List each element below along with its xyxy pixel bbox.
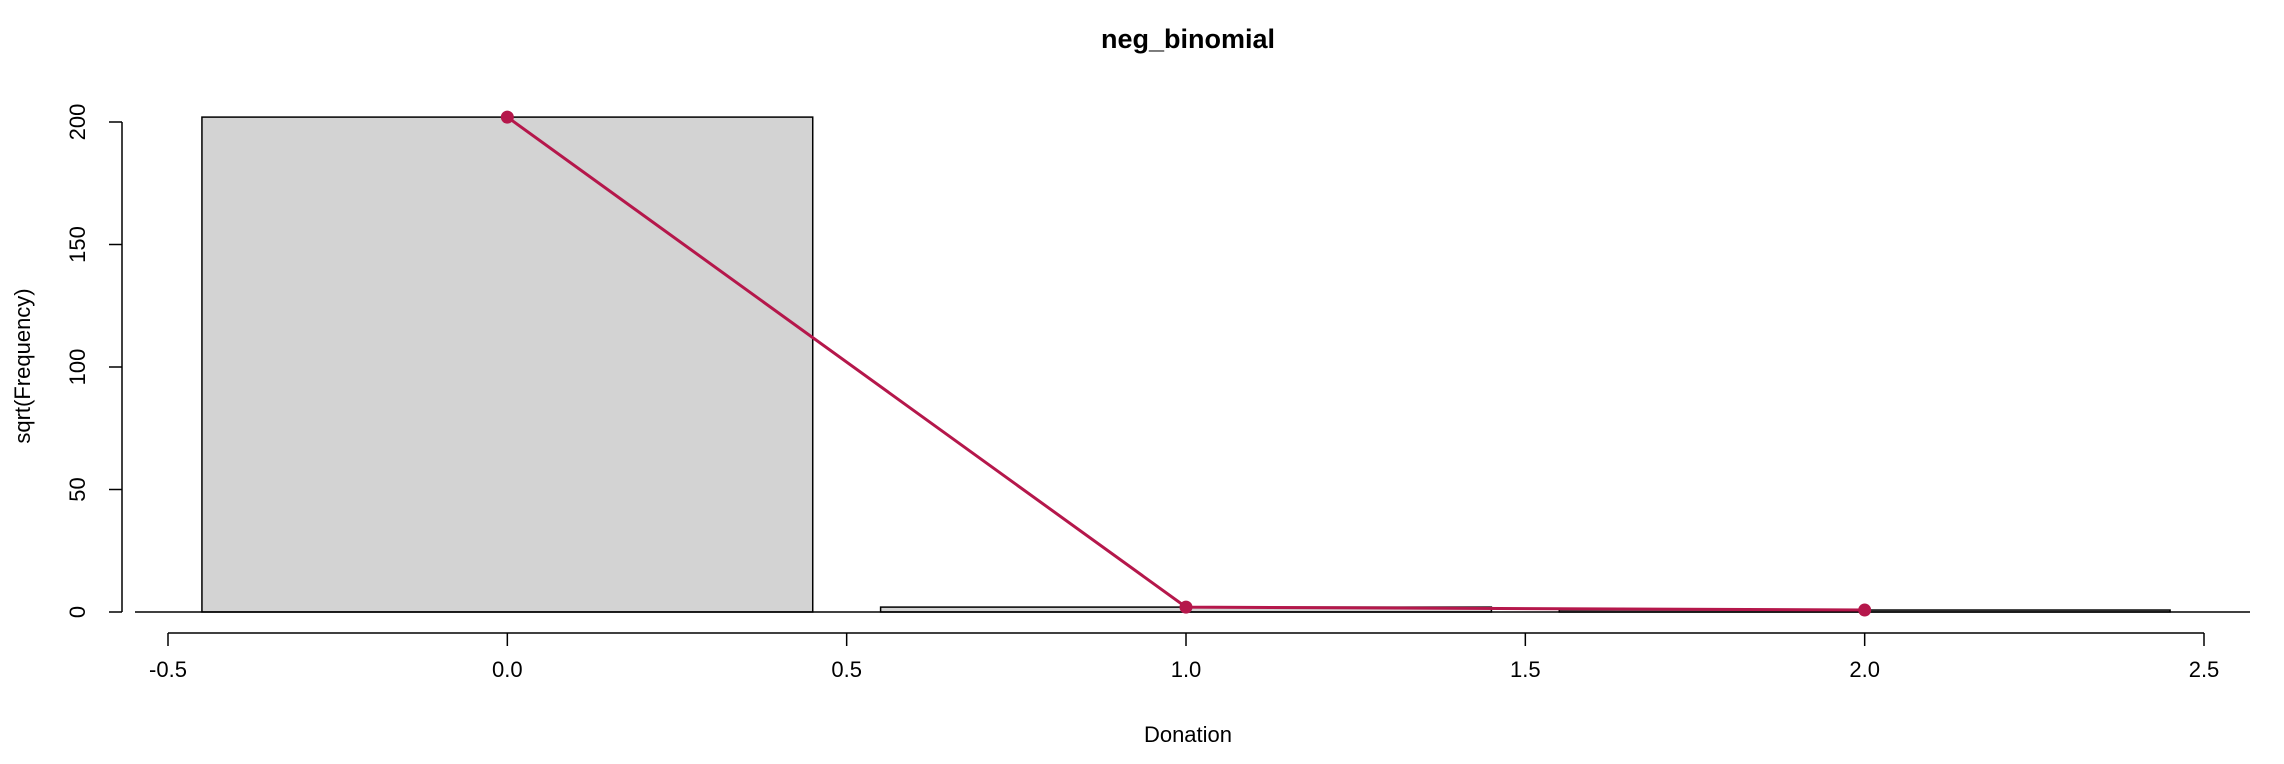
chart-title: neg_binomial xyxy=(1101,24,1275,54)
fitted-point-0 xyxy=(500,110,514,124)
x-tick-label-3: 1.0 xyxy=(1171,657,1202,682)
bar-0 xyxy=(201,116,814,613)
x-tick-label-5: 2.0 xyxy=(1849,657,1880,682)
x-axis-label: Donation xyxy=(1144,722,1232,747)
x-axis: -0.5 0.0 0.5 1.0 1.5 2.0 2.5 xyxy=(149,632,2220,682)
y-tick-label-0: 0 xyxy=(65,606,90,618)
x-tick-label-6: 2.5 xyxy=(2189,657,2220,682)
x-tick-label-2: 0.5 xyxy=(831,657,862,682)
fitted-point-1 xyxy=(1179,600,1193,614)
x-tick-label-1: 0.0 xyxy=(492,657,523,682)
x-tick-label-0: -0.5 xyxy=(149,657,187,682)
fitted-point-2 xyxy=(1858,603,1872,617)
y-tick-label-3: 150 xyxy=(65,226,90,263)
y-tick-label-2: 100 xyxy=(65,349,90,386)
y-axis: 0 50 100 150 200 xyxy=(65,104,123,618)
y-tick-label-4: 200 xyxy=(65,104,90,141)
y-axis-label: sqrt(Frequency) xyxy=(10,288,35,443)
x-tick-label-4: 1.5 xyxy=(1510,657,1541,682)
y-tick-label-1: 50 xyxy=(65,477,90,501)
bars-layer xyxy=(201,116,2171,613)
fitted-line-layer xyxy=(500,110,1872,617)
